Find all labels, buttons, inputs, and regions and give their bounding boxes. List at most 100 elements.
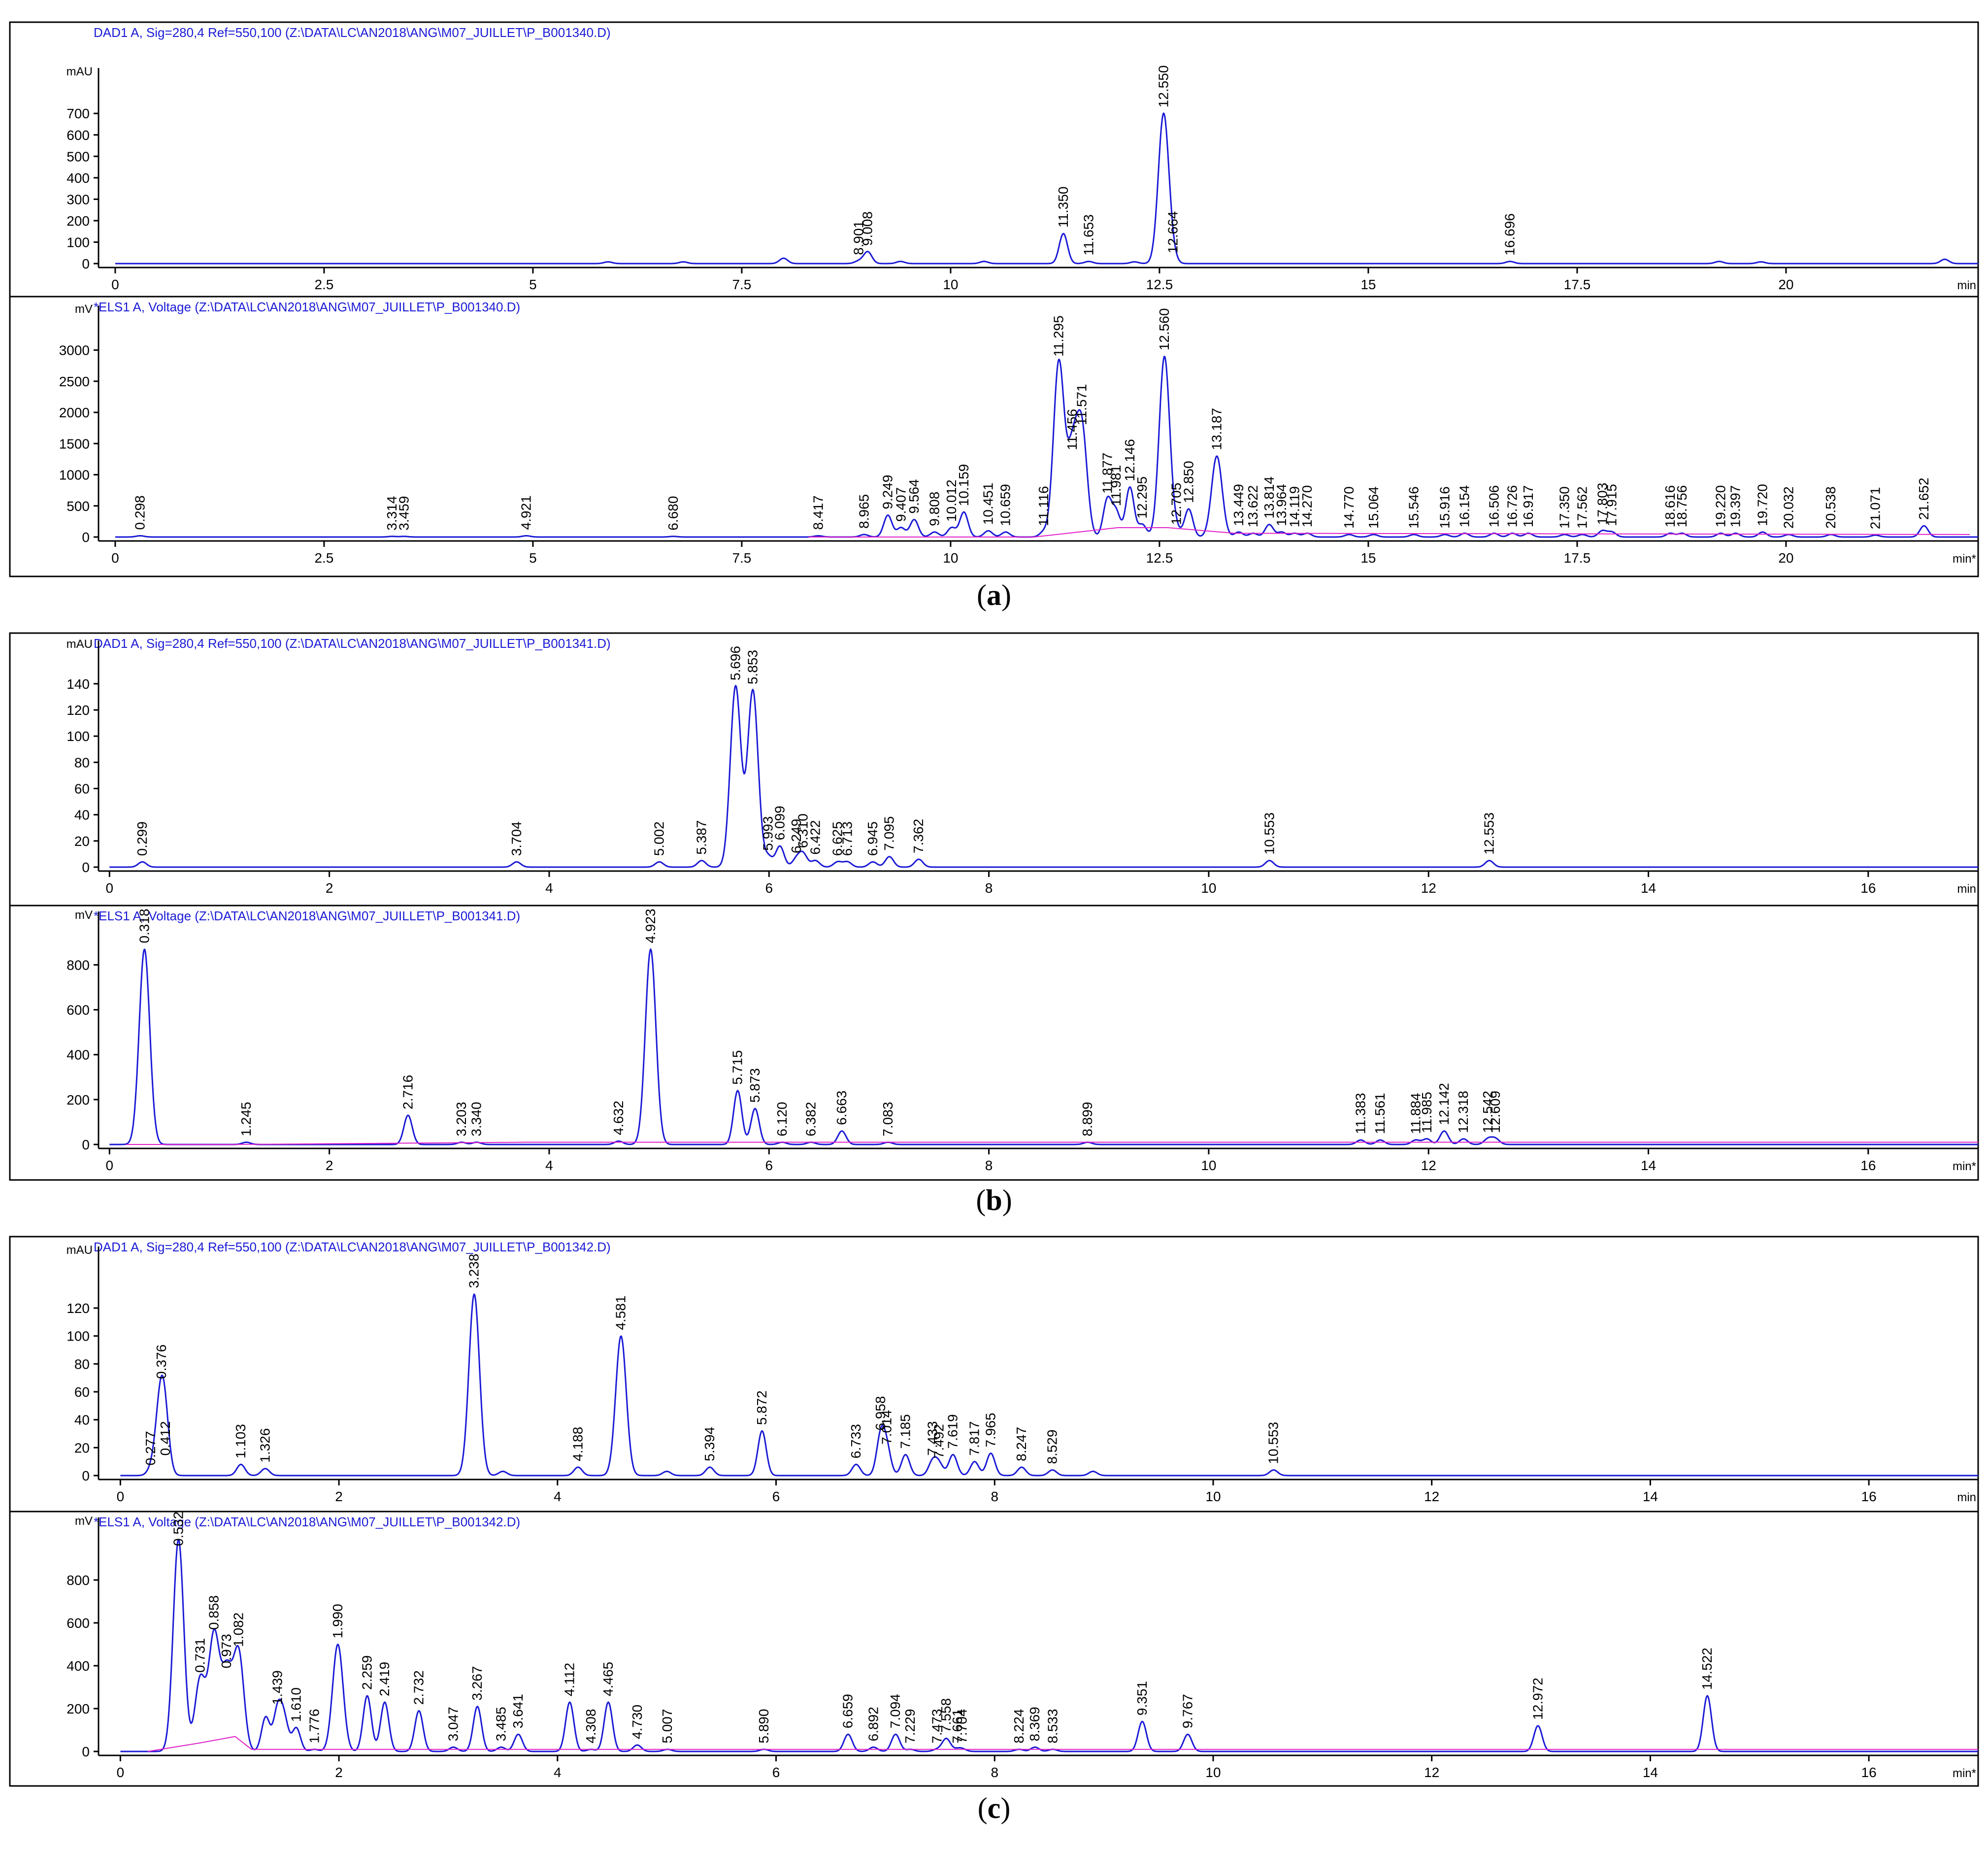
peak-label: 11.985 xyxy=(1419,1092,1434,1133)
peak-label: 1.082 xyxy=(231,1613,246,1647)
y-axis-unit: mAU xyxy=(66,1244,93,1257)
peak-label: 12.542 xyxy=(1480,1091,1495,1133)
y-tick-label: 2500 xyxy=(59,374,90,389)
peak-label: 5.872 xyxy=(754,1390,769,1425)
peak-label: 12.609 xyxy=(1488,1091,1503,1133)
peak-label: 3.314 xyxy=(384,496,399,531)
x-tick-label: 14 xyxy=(1643,1765,1658,1780)
panel-title: DAD1 A, Sig=280,4 Ref=550,100 (Z:\DATA\L… xyxy=(94,636,611,651)
x-tick-label: 0 xyxy=(111,550,119,566)
peak-label: 4.581 xyxy=(613,1296,629,1330)
peak-label: 6.663 xyxy=(834,1091,849,1125)
peak-label: 21.652 xyxy=(1916,478,1931,520)
chromatogram-panel: *ELS1 A, Voltage (Z:\DATA\LC\AN2018\ANG\… xyxy=(66,1512,1978,1780)
peak-label: 10.659 xyxy=(998,484,1013,526)
y-tick-label: 700 xyxy=(66,106,90,121)
y-tick-label: 0 xyxy=(82,1137,90,1152)
peak-label: 6.382 xyxy=(803,1102,819,1136)
peak-label: 1.103 xyxy=(233,1424,248,1458)
peak-label: 13.964 xyxy=(1274,484,1289,526)
x-tick-label: 7.5 xyxy=(732,550,751,566)
peak-label: 2.419 xyxy=(377,1662,392,1696)
x-tick-label: 6 xyxy=(772,1489,780,1504)
x-tick-label: 4 xyxy=(545,1158,553,1173)
peak-label: 0.298 xyxy=(132,495,147,530)
peak-label: 17.915 xyxy=(1604,484,1619,526)
x-axis-unit: min xyxy=(1957,279,1976,292)
peak-label: 4.632 xyxy=(611,1101,626,1135)
peak-label: 2.716 xyxy=(400,1075,415,1110)
peak-label: 4.921 xyxy=(519,495,534,530)
y-tick-label: 0 xyxy=(82,1468,90,1483)
y-tick-label: 400 xyxy=(66,170,90,186)
y-tick-label: 600 xyxy=(66,1615,90,1631)
y-tick-label: 80 xyxy=(74,1356,90,1372)
peak-label: 3.267 xyxy=(469,1666,485,1701)
peak-label: 5.853 xyxy=(745,650,760,684)
y-tick-label: 500 xyxy=(66,499,90,514)
peak-label: 5.696 xyxy=(728,646,743,680)
peak-label: 4.112 xyxy=(562,1663,577,1696)
x-tick-label: 0 xyxy=(117,1765,125,1780)
y-tick-label: 0 xyxy=(82,256,90,271)
y-tick-label: 0 xyxy=(82,530,90,545)
peak-label: 1.326 xyxy=(258,1428,273,1463)
peak-label: 21.071 xyxy=(1868,487,1883,530)
chromatogram-panel: *ELS1 A, Voltage (Z:\DATA\LC\AN2018\ANG\… xyxy=(66,908,1978,1173)
peak-label: 5.715 xyxy=(730,1050,745,1085)
x-tick-label: 2 xyxy=(326,880,333,896)
peak-label: 7.558 xyxy=(938,1698,954,1733)
peak-label: 11.653 xyxy=(1081,214,1096,256)
peak-label: 6.310 xyxy=(795,813,810,848)
y-tick-label: 1500 xyxy=(59,436,90,451)
peak-label: 15.916 xyxy=(1437,486,1452,529)
peak-label: 12.553 xyxy=(1482,812,1497,855)
peak-label: 10.451 xyxy=(980,483,995,525)
x-tick-label: 10 xyxy=(1201,880,1216,896)
x-tick-label: 10 xyxy=(943,277,958,292)
peak-label: 12.972 xyxy=(1530,1678,1545,1720)
peak-label: 5.873 xyxy=(747,1068,762,1103)
peak-label: 7.492 xyxy=(931,1424,947,1458)
peak-label: 2.732 xyxy=(411,1670,426,1705)
x-tick-label: 10 xyxy=(1201,1158,1216,1173)
peak-label: 14.270 xyxy=(1299,485,1315,528)
x-tick-label: 7.5 xyxy=(732,277,751,292)
peak-label: 6.249 xyxy=(789,819,804,853)
peak-label: 3.459 xyxy=(397,496,412,531)
x-tick-label: 5 xyxy=(529,550,537,566)
x-tick-label: 12 xyxy=(1421,880,1436,896)
peak-label: 7.473 xyxy=(929,1709,944,1744)
peak-label: 13.622 xyxy=(1245,485,1260,528)
y-tick-label: 20 xyxy=(74,834,90,849)
peak-label: 6.659 xyxy=(840,1694,856,1728)
x-axis-unit: min xyxy=(1957,1491,1976,1504)
panel-title: *ELS1 A, Voltage (Z:\DATA\LC\AN2018\ANG\… xyxy=(94,1514,520,1529)
peak-label: 16.506 xyxy=(1486,485,1501,528)
peak-label: 5.007 xyxy=(660,1709,675,1744)
x-tick-label: 6 xyxy=(765,880,773,896)
peak-label: 18.616 xyxy=(1662,485,1678,528)
y-tick-label: 140 xyxy=(66,676,90,692)
panel-title: *ELS1 A, Voltage (Z:\DATA\LC\AN2018\ANG\… xyxy=(94,908,520,923)
x-tick-label: 0 xyxy=(106,880,114,896)
x-tick-label: 0 xyxy=(117,1489,125,1504)
peak-label: 11.561 xyxy=(1372,1093,1388,1134)
peak-label: 7.433 xyxy=(925,1421,940,1456)
signal-trace xyxy=(109,948,1978,1145)
peak-label: 4.923 xyxy=(643,908,658,943)
x-tick-label: 8 xyxy=(985,880,993,896)
peak-label: 15.546 xyxy=(1406,486,1422,529)
peak-label: 5.002 xyxy=(652,821,667,856)
y-tick-label: 200 xyxy=(66,213,90,229)
peak-label: 0.858 xyxy=(206,1595,222,1630)
x-tick-label: 15 xyxy=(1360,550,1376,566)
x-tick-label: 20 xyxy=(1778,277,1793,292)
chromatogram-panel: *ELS1 A, Voltage (Z:\DATA\LC\AN2018\ANG\… xyxy=(59,300,1978,566)
peak-label: 1.439 xyxy=(270,1670,285,1705)
peak-label: 7.661 xyxy=(950,1709,965,1744)
peak-label: 7.095 xyxy=(882,816,897,851)
peak-label: 4.308 xyxy=(583,1709,598,1744)
peak-label: 7.094 xyxy=(888,1694,903,1728)
y-tick-label: 300 xyxy=(66,192,90,207)
